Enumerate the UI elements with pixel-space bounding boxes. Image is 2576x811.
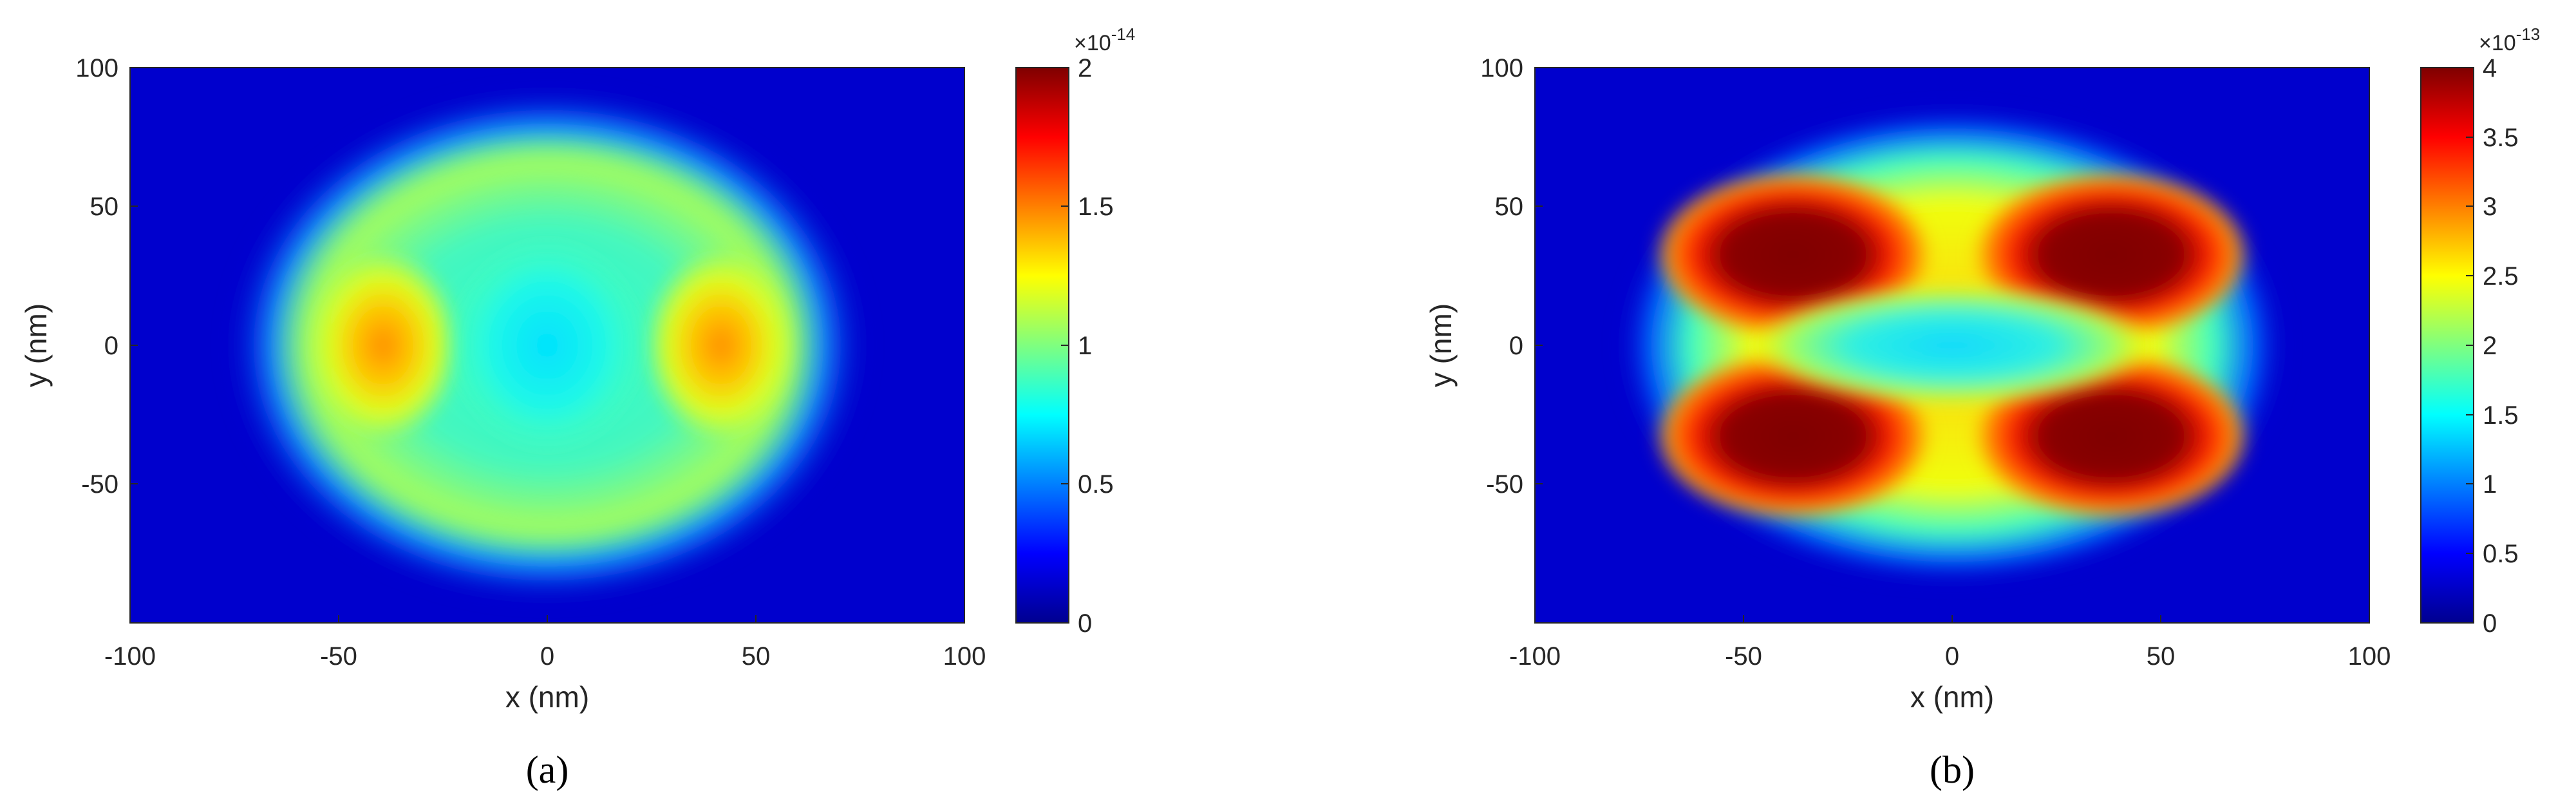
x-tick-label: -100: [1509, 642, 1561, 671]
heatmap-b-central-minimum: [1746, 284, 2158, 406]
y-tick-label: -50: [1486, 470, 1523, 499]
colorbar-b: 4 3.5 3 2.5 2 1.5 1 0.5 0 ×10-13: [2420, 24, 2540, 638]
x-tick-label: -50: [320, 642, 357, 671]
heatmap-panel-b: -100 -50 0 50 100 100 50 0 -50 x (nm) y …: [1424, 24, 2540, 791]
colorbar-tick-label: 2: [1078, 54, 1092, 82]
y-tick-label: 50: [90, 193, 119, 221]
x-axis-label: x (nm): [505, 680, 589, 714]
colorbar-tick-label: 1: [1078, 332, 1092, 360]
axes-a-yticks: 100 50 0 -50: [75, 54, 138, 499]
x-tick-label: 0: [1945, 642, 1959, 671]
x-tick-label: -100: [104, 642, 156, 671]
axes-a-xticks: -100 -50 0 50 100: [104, 615, 986, 671]
axes-b-xticks: -100 -50 0 50 100: [1509, 615, 2391, 671]
y-axis-label: y (nm): [1424, 303, 1458, 387]
y-axis-label: y (nm): [19, 303, 53, 387]
colorbar-exponent-base: ×10: [1074, 31, 1111, 55]
y-tick-label: 100: [1480, 54, 1523, 82]
heatmap-a-right-maximum: [644, 249, 798, 442]
panel-label: (b): [1930, 749, 1975, 791]
colorbar-tick-label: 3.5: [2483, 124, 2519, 152]
colorbar-exponent-power: -14: [1111, 24, 1136, 44]
colorbar-tick-label: 2: [2483, 332, 2497, 360]
heatmap-b-field: [1535, 68, 2369, 623]
axes-b-yticks: 100 50 0 -50: [1480, 54, 1543, 499]
colorbar-exponent-base: ×10: [2479, 31, 2516, 55]
colorbar-tick-label: 3: [2483, 193, 2497, 221]
colorbar-a: 2 1.5 1 0.5 0 ×10-14: [1015, 24, 1135, 638]
y-tick-label: 0: [104, 332, 118, 360]
colorbar-tick-label: 1: [2483, 470, 2497, 499]
heatmap-panel-a: -100 -50 0 50 100 100 50 0 -50 x (nm) y …: [19, 24, 1135, 791]
y-tick-label: 50: [1495, 193, 1524, 221]
y-tick-label: -50: [81, 470, 118, 499]
x-tick-label: 100: [2348, 642, 2391, 671]
y-tick-label: 0: [1509, 332, 1523, 360]
heatmap-a-field: [130, 68, 964, 623]
colorbar-tick-label: 1.5: [1078, 193, 1114, 221]
x-tick-label: -50: [1725, 642, 1762, 671]
x-tick-label: 100: [943, 642, 986, 671]
x-tick-label: 50: [742, 642, 771, 671]
colorbar-tick-label: 2.5: [2483, 262, 2519, 291]
heatmap-a-left-maximum: [306, 249, 460, 442]
colorbar-tick-label: 0: [2483, 609, 2497, 638]
panel-label: (a): [526, 749, 569, 791]
colorbar-exponent: ×10-13: [2479, 24, 2540, 55]
colorbar-tick-label: 4: [2483, 54, 2497, 82]
colorbar-tick-label: 1.5: [2483, 401, 2519, 430]
colorbar-exponent: ×10-14: [1074, 24, 1135, 55]
colorbar-exponent-power: -13: [2516, 24, 2541, 44]
colorbar-b-gradient: [2421, 68, 2474, 623]
heatmap-a-central-minimum: [451, 239, 644, 452]
colorbar-tick-label: 0.5: [1078, 470, 1114, 499]
colorbar-tick-label: 0.5: [2483, 540, 2519, 568]
x-axis-label: x (nm): [1910, 680, 1994, 714]
colorbar-tick-label: 0: [1078, 609, 1092, 638]
x-tick-label: 0: [540, 642, 554, 671]
colorbar-a-gradient: [1016, 68, 1069, 623]
y-tick-label: 100: [75, 54, 118, 82]
x-tick-label: 50: [2147, 642, 2176, 671]
